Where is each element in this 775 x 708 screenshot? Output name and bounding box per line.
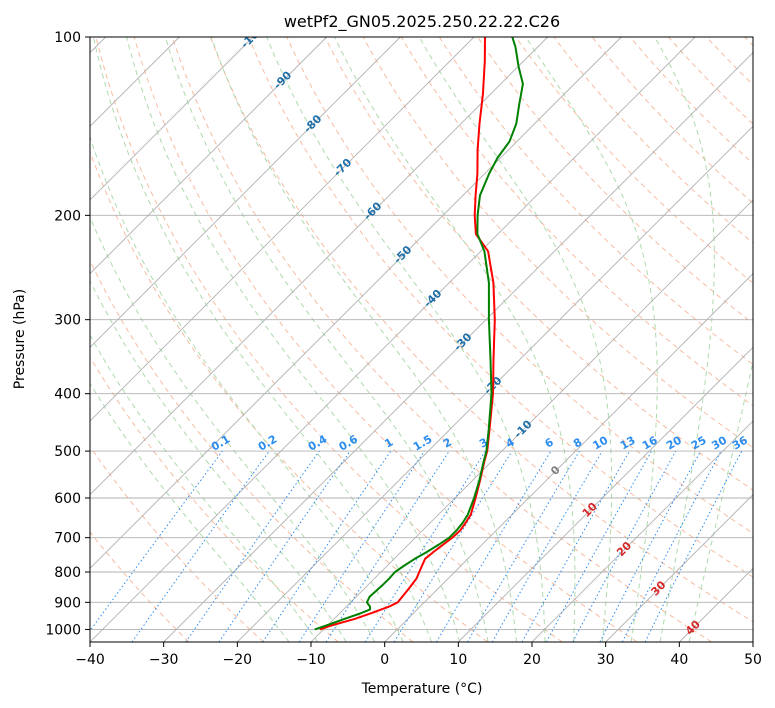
dry-adiabat (90, 259, 414, 642)
moist-adiabat (92, 37, 432, 642)
dry-adiabat (400, 37, 753, 407)
moist-adiabat (266, 37, 546, 642)
dry-adiabat (95, 37, 563, 642)
chart-title: wetPf2_GN05.2025.250.22.22.C26 (284, 12, 560, 32)
profile-series-layer (314, 37, 524, 631)
moist-adiabat (210, 37, 517, 642)
y-tick-label: 600 (54, 491, 81, 507)
dry-adiabat (210, 37, 753, 623)
x-tick-label: −40 (75, 652, 105, 668)
isotherm-line (90, 37, 622, 569)
mixing-ratio-line (491, 450, 603, 642)
mixing-ratio-line (218, 450, 351, 642)
x-tick-label: −20 (223, 652, 253, 668)
moist-adiabat (525, 37, 658, 642)
mixing-ratio-line (185, 450, 320, 642)
isotherm-line (90, 37, 475, 422)
dewpoint-profile-line (314, 37, 524, 631)
isotherm-line (384, 273, 753, 642)
mixing-ratio-line (521, 450, 630, 642)
y-tick-label: 700 (54, 531, 81, 547)
x-tick-label: −10 (296, 652, 326, 668)
isotherm-line (237, 125, 753, 642)
y-tick-label: 300 (54, 313, 81, 329)
isotherm-line (90, 37, 401, 348)
x-tick-label: −30 (149, 652, 179, 668)
y-tick-label: 800 (54, 565, 81, 581)
isotherm-line (531, 420, 753, 642)
moist-adiabat (90, 334, 319, 642)
x-tick-label: 0 (380, 652, 389, 668)
x-tick-label: 50 (744, 652, 762, 668)
plot-frame (89, 36, 754, 643)
moist-adiabat (126, 37, 461, 642)
y-tick-label: 100 (54, 30, 81, 46)
mixing-ratio-line (131, 450, 270, 642)
mixing-ratio-line (393, 450, 513, 642)
dry-adiabat (133, 37, 638, 642)
isotherm-line (163, 52, 753, 642)
moist-adiabat (654, 37, 715, 642)
dry-adiabat (286, 37, 753, 534)
moist-adiabat (334, 37, 576, 642)
plot-background (90, 37, 753, 642)
isotherm-line (310, 199, 753, 642)
y-tick-label: 500 (54, 444, 81, 460)
mixing-ratio-line (325, 450, 450, 642)
x-tick-label: 10 (449, 652, 467, 668)
y-tick-label: 200 (54, 208, 81, 224)
x-tick-label: 40 (670, 652, 688, 668)
mixing-ratio-line (364, 450, 486, 642)
x-tick-label: 30 (597, 652, 615, 668)
dry-adiabat (324, 37, 753, 491)
moist-adiabat (90, 135, 404, 642)
x-axis-title: Temperature (°C) (361, 681, 483, 697)
y-tick-label: 1000 (45, 622, 81, 638)
grid-layer (90, 37, 753, 642)
dry-adiabat (248, 37, 753, 578)
mixing-ratio-line (90, 450, 223, 632)
dry-adiabat (438, 37, 753, 366)
moist-adiabat (418, 37, 613, 642)
mixing-ratio-line (467, 450, 580, 642)
moist-adiabat (90, 382, 290, 642)
mixing-ratio-line (545, 450, 653, 642)
dry-adiabat (90, 356, 339, 642)
y-tick-label: 900 (54, 595, 81, 611)
isotherm-line (90, 37, 548, 496)
x-tick-label: 20 (523, 652, 541, 668)
moist-adiabat (164, 37, 489, 642)
x-axis-ticks: −40 −30 −20 −10 0 10 20 30 40 50 (75, 642, 762, 668)
isotherm-line (90, 37, 327, 275)
isotherm-line (458, 346, 753, 642)
y-axis-title: Pressure (hPa) (12, 289, 28, 389)
y-tick-label: 400 (54, 387, 81, 403)
temperature-profile-line (319, 37, 496, 631)
mixing-ratio-line (572, 450, 677, 642)
isotherm-line (90, 37, 696, 642)
mixing-ratio-line (435, 450, 552, 642)
y-axis-ticks: 100 200 300 400 500 600 700 800 900 1000 (45, 30, 90, 638)
isotherm-line (90, 37, 254, 201)
moist-adiabat (90, 215, 376, 642)
isotherm-line (752, 641, 753, 642)
isotherm-line (605, 494, 753, 642)
dry-adiabat (90, 531, 190, 642)
